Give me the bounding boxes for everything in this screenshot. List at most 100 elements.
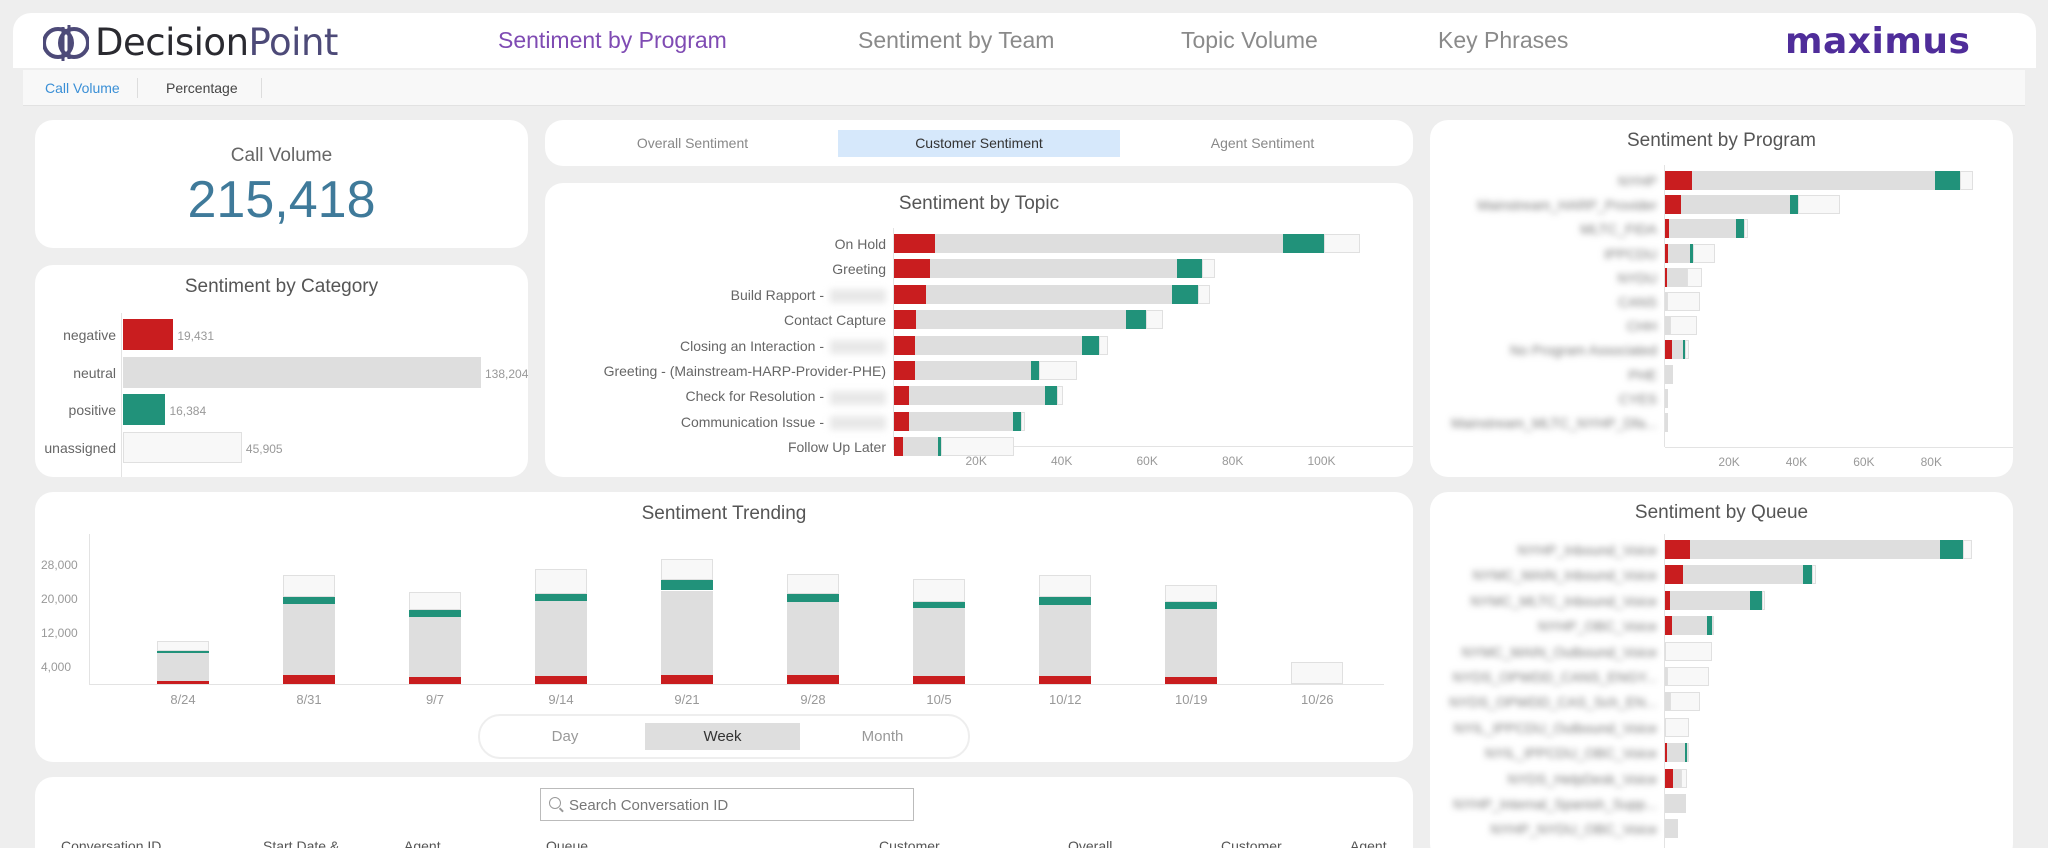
x-tick-label: 40K [1051,454,1073,468]
bar-segment-neutral [1665,316,1671,336]
bar-segment-positive [1165,602,1217,610]
bar-segment-neutral [1667,743,1685,763]
bar-segment-unassigned [1670,692,1701,712]
toggle-week[interactable]: Week [645,723,800,750]
bar-segment-positive [1030,361,1040,380]
sentiment-by-program-card: Sentiment by Program 20K 40K 60K 80K NYHP Mai… [1430,120,2013,477]
search-conversation-input[interactable] [569,794,899,816]
bar-segment-positive [1126,310,1147,330]
bar-segment-neutral [1665,819,1679,839]
y-tick-label: 28,000 [41,558,78,572]
row-label: MLTC_FIDA [1580,221,1657,238]
y-axis-line [121,313,122,477]
x-tick-label: 60K [1136,454,1158,468]
column-header-customer[interactable]: Customer [879,838,940,848]
bar-segment-neutral [1666,267,1687,287]
bar-segment-neutral [1668,243,1690,263]
row-label: NYDS_OPWDD_CANS_ENGY... [1452,669,1657,685]
x-tick-label: 40K [1785,455,1808,469]
row-label: NYHP_NYDU_OBC_Voice [1490,821,1657,838]
x-axis-line [1665,447,2013,448]
bar-segment-neutral [908,411,1014,431]
bar-segment-negative [1665,743,1668,763]
view-mode-tabs: Call Volume Percentage [23,70,2025,106]
bar-segment-unassigned [283,575,335,598]
nav-sentiment-by-team[interactable]: Sentiment by Team [858,27,1055,53]
y-axis-line [1664,165,1665,447]
row-label: NYIL_IPPCDU_OBC_Voice [1485,745,1657,762]
row-label: NYIL_IPPCDU_Outbound_Voice [1453,719,1657,736]
row-label: NYHP_Inbound_Voice [1517,542,1657,558]
x-tick-label: 8/31 [296,692,322,707]
bar-segment-negative [894,411,909,431]
row-label: CHH [1626,318,1657,335]
bar-segment-positive [1939,540,1963,559]
bar-segment-neutral [930,259,1178,279]
tab-customer-sentiment[interactable]: Customer Sentiment [838,130,1120,157]
category-bar-unassigned [123,431,242,463]
bar-segment-unassigned [661,559,713,581]
column-header-queue[interactable]: Queue [546,838,589,848]
bar-segment-positive [1177,259,1202,279]
bar-segment-negative [894,259,931,279]
y-tick-label: 4,000 [41,660,72,674]
row-label: IPPCDU [1604,245,1657,262]
bar-segment-unassigned [1667,667,1709,686]
column-header-customer-sentiment[interactable]: Customer [1221,838,1282,848]
bar-segment-positive [1789,195,1799,215]
row-label: NYDU [1617,269,1657,286]
row-label: NYMC_MAIN_Inbound_Voice [1472,567,1657,584]
bar-segment-unassigned [1165,584,1217,603]
bar-segment-positive [1689,243,1693,263]
bar-segment-unassigned [1692,243,1715,263]
bar-segment-negative [913,675,965,684]
top-nav-bar: DecisionPoint Sentiment by Program Senti… [13,13,2036,68]
bar-segment-neutral [1665,292,1667,311]
bar-segment-unassigned [1744,219,1749,239]
bar-segment-unassigned [1201,259,1215,279]
bar-segment-neutral [1671,340,1683,360]
bar-segment-negative [787,675,839,684]
tab-overall-sentiment[interactable]: Overall Sentiment [636,135,749,151]
column-header-conversation-id[interactable]: Conversation ID [61,838,162,848]
nav-topic-volume[interactable]: Topic Volume [1181,27,1318,53]
bar-segment-neutral [1670,590,1750,610]
bar-segment-negative [894,386,909,406]
bar-segment-unassigned [1681,768,1687,788]
bar-segment-neutral [1665,413,1668,432]
bar-segment-negative [894,437,903,457]
bar-segment-unassigned [1665,641,1713,661]
decisionpoint-logo[interactable]: DecisionPoint [43,21,338,64]
tab-call-volume[interactable]: Call Volume [45,80,120,96]
column-header-overall[interactable]: Overall [1068,838,1113,848]
bar-segment-negative [894,234,935,253]
call-volume-label: Call Volume [230,145,333,166]
nav-sentiment-by-program[interactable]: Sentiment by Program [498,27,727,53]
x-tick-label: 10/26 [1301,692,1334,707]
bar-segment-neutral [409,616,461,678]
column-header-agent-sentiment[interactable]: Agent [1350,838,1387,848]
bar-segment-negative [1665,768,1674,788]
y-axis-line [1664,534,1665,848]
bar-segment-neutral [1665,364,1674,384]
toggle-month[interactable]: Month [861,728,904,745]
nav-key-phrases[interactable]: Key Phrases [1438,27,1569,53]
bar-segment-neutral [1665,692,1671,712]
bar-segment-neutral [1669,219,1736,239]
tab-percentage[interactable]: Percentage [166,80,238,96]
column-header-agent[interactable]: Agent [404,838,441,848]
x-tick-label: 100K [1307,454,1336,468]
column-header-start-date[interactable]: Start Date & [263,838,340,848]
row-label: Build Rapport - [731,287,886,304]
row-label: On Hold [834,236,886,252]
category-value-label: 16,384 [169,404,207,418]
category-label: positive [68,402,116,418]
y-axis-line [89,534,90,684]
bar-segment-unassigned [1666,292,1701,311]
bar-segment-negative [1665,540,1690,559]
bar-segment-unassigned [409,591,461,611]
category-label: neutral [73,364,116,381]
bar-segment-positive [1013,411,1021,431]
toggle-day[interactable]: Day [551,728,579,745]
tab-agent-sentiment[interactable]: Agent Sentiment [1210,135,1315,151]
